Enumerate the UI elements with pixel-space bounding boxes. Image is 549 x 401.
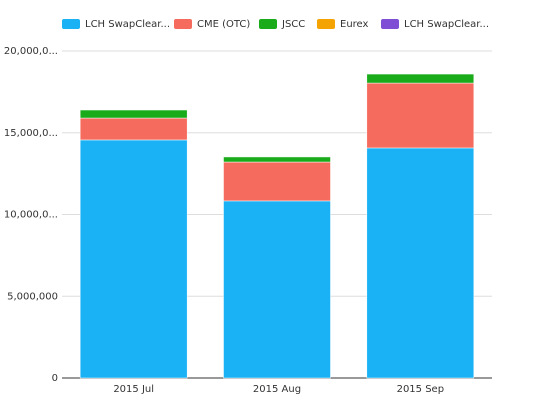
legend-swatch[interactable] xyxy=(174,19,192,29)
bar-segment xyxy=(79,109,188,119)
bar-segment xyxy=(223,156,331,163)
y-tick-label: 0 xyxy=(52,373,58,384)
legend-swatch[interactable] xyxy=(62,19,80,29)
legend-label[interactable]: LCH SwapClear... xyxy=(85,19,170,30)
bar-segment xyxy=(366,82,475,149)
legend-label[interactable]: LCH SwapClear... xyxy=(404,19,489,30)
legend-label[interactable]: CME (OTC) xyxy=(197,19,250,30)
y-tick-label: 10,000,0... xyxy=(4,210,58,221)
bar-segment xyxy=(79,117,188,141)
y-tick-label: 20,000,0... xyxy=(4,46,58,57)
bar-segment xyxy=(223,161,331,202)
legend-swatch[interactable] xyxy=(317,19,335,29)
bar-segment xyxy=(366,73,475,84)
bar-segment xyxy=(223,200,331,379)
legend-swatch[interactable] xyxy=(381,19,399,29)
legend-swatch[interactable] xyxy=(259,19,277,29)
bar-segment xyxy=(79,139,188,379)
x-tick-label: 2015 Aug xyxy=(253,384,301,395)
bar-segment xyxy=(366,147,475,379)
legend-label[interactable]: JSCC xyxy=(281,19,305,30)
x-tick-label: 2015 Jul xyxy=(113,384,154,395)
x-tick-label: 2015 Sep xyxy=(397,384,444,395)
y-tick-label: 5,000,000 xyxy=(7,291,58,302)
y-tick-label: 15,000,0... xyxy=(4,128,58,139)
legend-label[interactable]: Eurex xyxy=(340,19,369,30)
